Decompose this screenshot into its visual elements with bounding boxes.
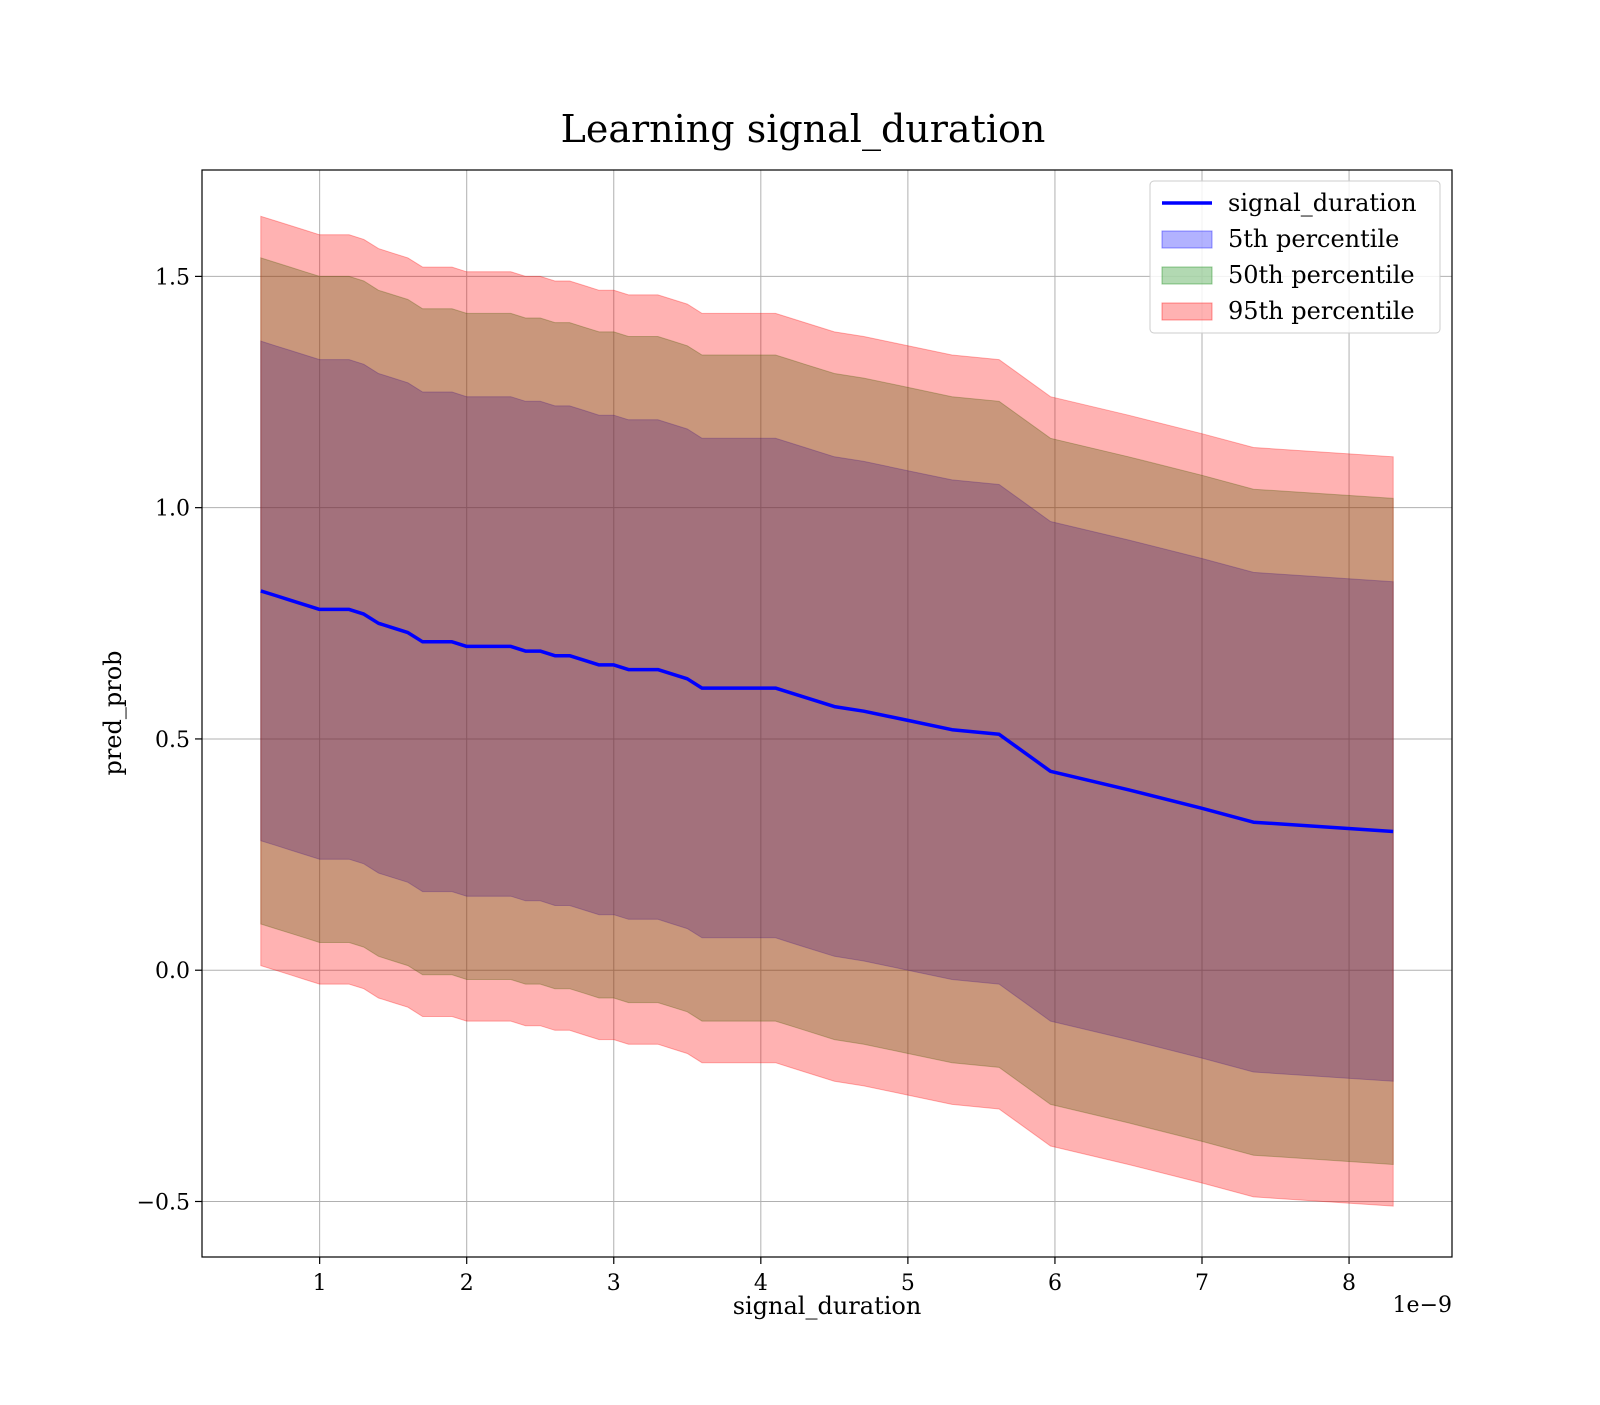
legend-swatch-band (1161, 302, 1213, 321)
x-axis-offset-text: 1e−9 (1393, 1293, 1452, 1318)
grid-lines (202, 170, 1452, 1257)
band-50th-percentile (260, 257, 1394, 1166)
x-tick-label: 6 (1048, 1271, 1062, 1296)
x-tick-label: 4 (754, 1271, 768, 1296)
chart-title: Learning signal_duration (561, 107, 1046, 152)
y-tick-label: −0.5 (137, 1190, 190, 1215)
legend-label: 95th percentile (1228, 297, 1415, 325)
legend-box (1149, 180, 1441, 334)
legend: signal_duration 5th percentile 50th percen… (1149, 180, 1441, 334)
y-tick-label: 1.0 (155, 497, 190, 522)
plot-frame (201, 169, 1453, 1258)
axis-ticks: 1 2 3 4 5 6 7 8 −0.5 0.0 0.5 1.0 1.5 (137, 265, 1356, 1296)
mean-line-layer (260, 589, 1394, 834)
x-tick-label: 5 (901, 1271, 915, 1296)
percentile-bands (260, 215, 1394, 1207)
x-tick-label: 7 (1195, 1271, 1209, 1296)
x-tick-label: 1 (313, 1271, 327, 1296)
legend-label: 50th percentile (1228, 261, 1415, 289)
legend-label: signal_duration (1228, 189, 1417, 217)
x-axis-label: signal_duration (733, 1292, 922, 1320)
x-tick-label: 3 (607, 1271, 621, 1296)
band-95th-percentile (260, 215, 1394, 1207)
x-tick-label: 8 (1342, 1271, 1356, 1296)
y-axis-label: pred_prob (99, 650, 127, 775)
legend-swatch-band (1161, 230, 1213, 249)
y-tick-label: 0.5 (155, 728, 190, 753)
series-line-signal_duration (260, 589, 1394, 834)
legend-label: 5th percentile (1228, 225, 1399, 253)
plot-area (202, 170, 1452, 1257)
y-tick-label: 1.5 (155, 265, 190, 290)
legend-swatch-band (1161, 266, 1213, 285)
x-tick-label: 2 (460, 1271, 474, 1296)
y-tick-label: 0.0 (155, 959, 190, 984)
band-5th-percentile (260, 340, 1394, 1082)
